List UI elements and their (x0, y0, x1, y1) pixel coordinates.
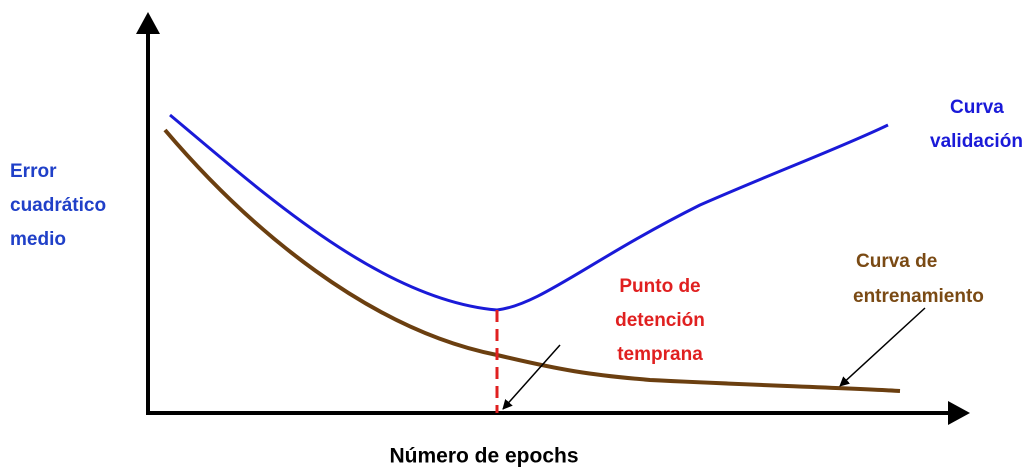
validation-label: validación (930, 131, 1023, 152)
training-label: entrenamiento (853, 286, 984, 307)
y-axis-label: medio (10, 229, 66, 250)
y-axis-label: cuadrático (10, 195, 106, 216)
validation-curve (169, 113, 889, 312)
y-axis-label: Error (10, 161, 57, 182)
training-curve (163, 128, 901, 393)
x-axis-label: Número de epochs (389, 445, 578, 468)
early-stop-pointer (502, 344, 561, 410)
x-axis-arrow (948, 401, 970, 425)
training-label: Curva de (856, 251, 937, 272)
validation-label: Curva (950, 97, 1004, 118)
y-axis-arrow (136, 12, 160, 34)
training-pointer (839, 307, 926, 387)
early-stop-label: temprana (617, 344, 703, 365)
early-stop-label: detención (615, 310, 705, 331)
early-stop-label: Punto de (619, 276, 700, 297)
